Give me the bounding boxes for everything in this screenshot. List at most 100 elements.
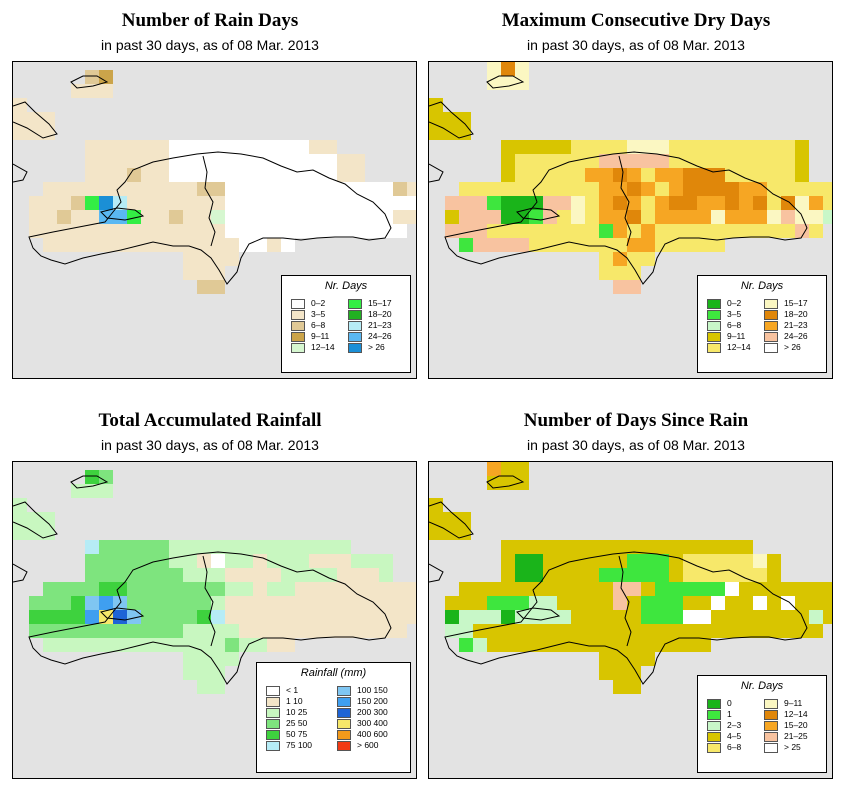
grid-cell [697,624,711,638]
legend-item: 21–25 [764,731,808,742]
legend-swatch [337,718,351,729]
coastline-path [444,151,808,285]
grid-cell [557,238,571,252]
grid-cell [585,224,599,238]
grid-cell [337,554,351,568]
grid-cell [281,624,295,638]
grid-cell [683,168,697,182]
grid-cell [351,624,365,638]
grid-cell [99,596,113,610]
grid-cell [141,554,155,568]
legend-item: < 1 [266,685,312,696]
grid-cell [473,596,487,610]
legend-label: 9–11 [311,331,330,341]
grid-cell [267,196,281,210]
grid-cell [599,224,613,238]
legend-label: 1 10 [286,696,303,706]
grid-cell [529,610,543,624]
grid-cell [239,624,253,638]
legend-item: 9–11 [707,331,751,342]
grid-cell [43,582,57,596]
grid-cell [57,582,71,596]
grid-cell [571,554,585,568]
grid-cell [473,182,487,196]
grid-cell [627,140,641,154]
map-legend: Nr. Days 0–2 3–5 6–8 9–11 12–14 15–17 18… [697,275,827,373]
grid-cell [211,610,225,624]
grid-cell [71,484,85,498]
grid-cell [85,140,99,154]
grid-cell [585,582,599,596]
grid-cell [99,224,113,238]
grid-cell [211,182,225,196]
grid-cell [141,582,155,596]
legend-swatch [266,740,280,751]
grid-cell [613,252,627,266]
grid-cell [127,196,141,210]
grid-cell [239,224,253,238]
grid-cell [515,582,529,596]
legend-item: 9–11 [764,698,808,709]
grid-cell [155,238,169,252]
coastline-path [429,563,444,583]
grid-cell [571,168,585,182]
grid-cell [599,238,613,252]
grid-cell [57,596,71,610]
grid-cell [767,624,781,638]
grid-cell [543,540,557,554]
grid-cell [739,582,753,596]
grid-cell [571,582,585,596]
grid-cell [211,280,225,294]
grid-cell [407,610,416,624]
legend-label: 15–17 [368,298,392,308]
grid-cell [197,266,211,280]
grid-cell [487,238,501,252]
legend-swatch [291,331,305,342]
legend-label: 300 400 [357,718,388,728]
grid-cell [711,140,725,154]
grid-cell [725,554,739,568]
grid-cell [253,568,267,582]
grid-cell [323,182,337,196]
grid-cell [99,70,113,84]
grid-cell [683,238,697,252]
grid-cell [41,526,55,540]
grid-cell [697,540,711,554]
grid-cell [197,210,211,224]
grid-cell [571,238,585,252]
grid-cell [29,610,43,624]
map-canvas [429,62,832,294]
grid-cell [379,624,393,638]
grid-cell [473,196,487,210]
legend-label: 200 300 [357,707,388,717]
grid-cell [211,196,225,210]
grid-cell [169,238,183,252]
grid-cell [323,196,337,210]
grid-cell [641,540,655,554]
grid-cell [323,168,337,182]
legend-swatch [337,696,351,707]
grid-cell [281,568,295,582]
grid-cell [697,196,711,210]
grid-cell [725,624,739,638]
legend-item: 0–2 [291,298,335,309]
grid-cell [85,470,99,484]
grid-cell [795,582,809,596]
grid-cell [571,224,585,238]
coastline-path [516,607,561,621]
legend-label: 6–8 [727,320,742,330]
grid-cell [113,610,127,624]
grid-cell [225,638,239,652]
grid-cell [295,540,309,554]
grid-cell [295,168,309,182]
grid-cell [57,196,71,210]
grid-cell [515,140,529,154]
grid-cell [781,624,795,638]
grid-cell [239,638,253,652]
grid-cell [739,540,753,554]
grid-cell [169,168,183,182]
legend-item: 200 300 [337,707,388,718]
grid-cell [627,210,641,224]
grid-cell [281,182,295,196]
legend-label: 2–3 [727,720,742,730]
